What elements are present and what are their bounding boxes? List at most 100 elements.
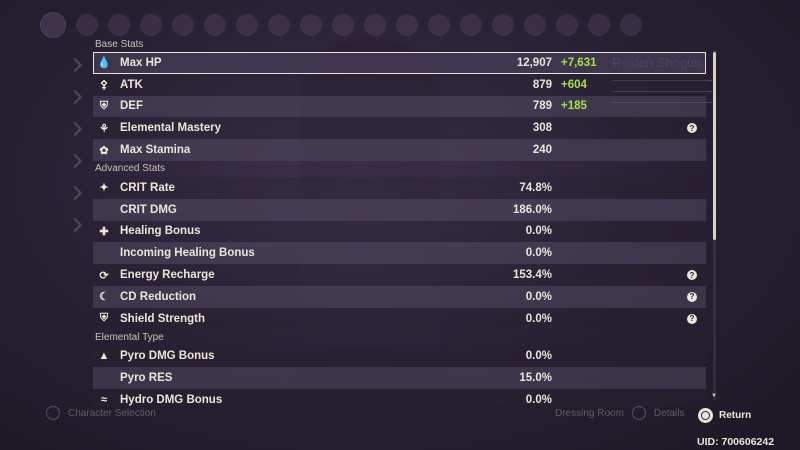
player-uid: UID: 700606242 [697, 436, 775, 448]
stat-row-cd-reduction[interactable]: ☾ CD Reduction 0.0% ? [93, 285, 706, 308]
stat-row-hydro-dmg-bonus[interactable]: ≈ Hydro DMG Bonus 0.0% [93, 389, 706, 406]
button-prompt-icon [631, 406, 646, 420]
stat-value: 0.0% [525, 312, 552, 325]
stat-label: ATK [120, 78, 143, 91]
character-portrait [492, 14, 514, 36]
stat-row-shield-strength[interactable]: ⛨ Shield Strength 0.0% ? [93, 307, 706, 330]
scroll-down-icon[interactable]: ▼ [711, 393, 717, 399]
stat-value: 0.0% [525, 225, 552, 238]
stat-row-energy-recharge[interactable]: ⟳ Energy Recharge 153.4% ? [93, 264, 706, 286]
stat-label: Healing Bonus [120, 225, 201, 238]
elemental-type-header: Elemental Type [95, 332, 164, 344]
stat-row-pyro-dmg-bonus[interactable]: ▲ Pyro DMG Bonus 0.0% [93, 345, 706, 368]
stat-value: 0.0% [525, 394, 552, 406]
stat-label: Max HP [120, 56, 162, 69]
stat-row-elemental-mastery[interactable]: ⚘ Elemental Mastery 308 ? [93, 117, 706, 140]
stat-label: Energy Recharge [120, 269, 215, 282]
scrollbar-thumb[interactable] [713, 52, 716, 240]
character-portrait [588, 14, 610, 36]
stat-row-crit-rate[interactable]: ✦ CRIT Rate 74.8% [93, 176, 706, 199]
character-portrait [364, 14, 386, 36]
stat-value: 789 [532, 100, 552, 113]
help-icon[interactable]: ? [687, 270, 697, 281]
stat-row-max-stamina[interactable]: ✿ Max Stamina 240 [93, 139, 706, 161]
character-portrait [76, 14, 98, 36]
shield-icon: ⛨ [99, 312, 109, 325]
avatar [40, 12, 66, 38]
character-portrait [332, 14, 354, 36]
elemental-mastery-icon: ⚘ [99, 122, 109, 135]
details-label: Details [653, 407, 685, 419]
stat-label: Pyro RES [120, 372, 173, 385]
stat-bonus: +7,631 [561, 56, 597, 69]
chevron-icon [67, 153, 83, 169]
character-portrait [140, 14, 162, 36]
help-icon[interactable]: ? [687, 313, 697, 324]
character-portrait [556, 14, 578, 36]
dressing-room-label: Dressing Room [555, 407, 624, 419]
stat-value: 12,907 [516, 56, 552, 69]
return-button[interactable]: Return [698, 408, 751, 423]
chevron-icon [67, 89, 83, 105]
character-selection-label: Character Selection [68, 407, 156, 419]
stat-row-crit-dmg[interactable]: CRIT DMG 186.0% [93, 198, 706, 221]
stat-label: Max Stamina [120, 144, 191, 157]
attributes-panel[interactable]: Base Stats 💧 Max HP 12,907 +7,631 ⚴ ATK … [93, 36, 706, 406]
hp-icon: 💧 [97, 57, 111, 70]
stat-row-healing-bonus[interactable]: ✚ Healing Bonus 0.0% [93, 220, 706, 243]
character-portrait [428, 14, 450, 36]
character-portrait [236, 14, 258, 36]
base-stats-header: Base Stats [95, 38, 144, 50]
stat-value: 0.0% [525, 290, 552, 303]
character-portrait [396, 14, 418, 36]
stamina-icon: ✿ [99, 144, 109, 157]
def-icon: ⛨ [99, 99, 109, 112]
stat-row-def[interactable]: ⛨ DEF 789 +185 [93, 95, 706, 118]
energy-recharge-icon: ⟳ [99, 269, 109, 282]
character-portrait [620, 14, 642, 36]
crit-icon: ✦ [99, 182, 109, 195]
hydro-icon: ≈ [100, 394, 108, 406]
character-portrait [300, 14, 322, 36]
stat-label: CD Reduction [120, 290, 197, 303]
return-label: Return [719, 410, 752, 421]
character-portrait-bar [40, 12, 642, 38]
stat-row-pyro-res[interactable]: Pyro RES 15.0% [93, 367, 706, 390]
stat-value: 15.0% [519, 372, 552, 385]
pyro-icon: ▲ [98, 350, 110, 363]
atk-icon: ⚴ [99, 79, 109, 92]
healing-icon: ✚ [99, 225, 109, 238]
help-icon[interactable]: ? [687, 123, 697, 134]
character-portrait [172, 14, 194, 36]
chevron-icon [67, 57, 83, 73]
stat-bonus: +185 [561, 100, 587, 113]
cd-reduction-icon: ☾ [99, 291, 109, 304]
stat-label: CRIT Rate [120, 181, 175, 194]
stat-value: 74.8% [519, 181, 552, 194]
stat-row-incoming-healing-bonus[interactable]: Incoming Healing Bonus 0.0% [93, 242, 706, 265]
stat-label: Incoming Healing Bonus [120, 247, 255, 260]
stat-row-atk[interactable]: ⚴ ATK 879 +604 [93, 73, 706, 96]
stat-label: Hydro DMG Bonus [120, 394, 223, 406]
advanced-stats-header: Advanced Stats [95, 163, 166, 175]
character-portrait [108, 14, 130, 36]
character-portrait [460, 14, 482, 36]
stat-value: 0.0% [525, 350, 552, 363]
stat-value: 240 [532, 144, 552, 157]
stat-row-max-hp[interactable]: 💧 Max HP 12,907 +7,631 [93, 52, 706, 74]
stat-value: 186.0% [512, 203, 552, 216]
stat-label: Pyro DMG Bonus [120, 350, 215, 363]
bottom-right-hints: Dressing Room Details [555, 406, 685, 420]
character-portrait [524, 14, 546, 36]
stat-label: DEF [120, 100, 143, 113]
chevron-icon [67, 185, 83, 201]
stat-label: CRIT DMG [120, 203, 177, 216]
character-portrait [204, 14, 226, 36]
chevron-icon [67, 217, 83, 233]
stat-label: Shield Strength [120, 312, 205, 325]
stat-value: 308 [532, 122, 552, 135]
help-icon[interactable]: ? [687, 291, 697, 302]
stat-value: 879 [532, 78, 552, 91]
stat-value: 153.4% [512, 269, 552, 282]
chevron-icon [67, 121, 83, 137]
